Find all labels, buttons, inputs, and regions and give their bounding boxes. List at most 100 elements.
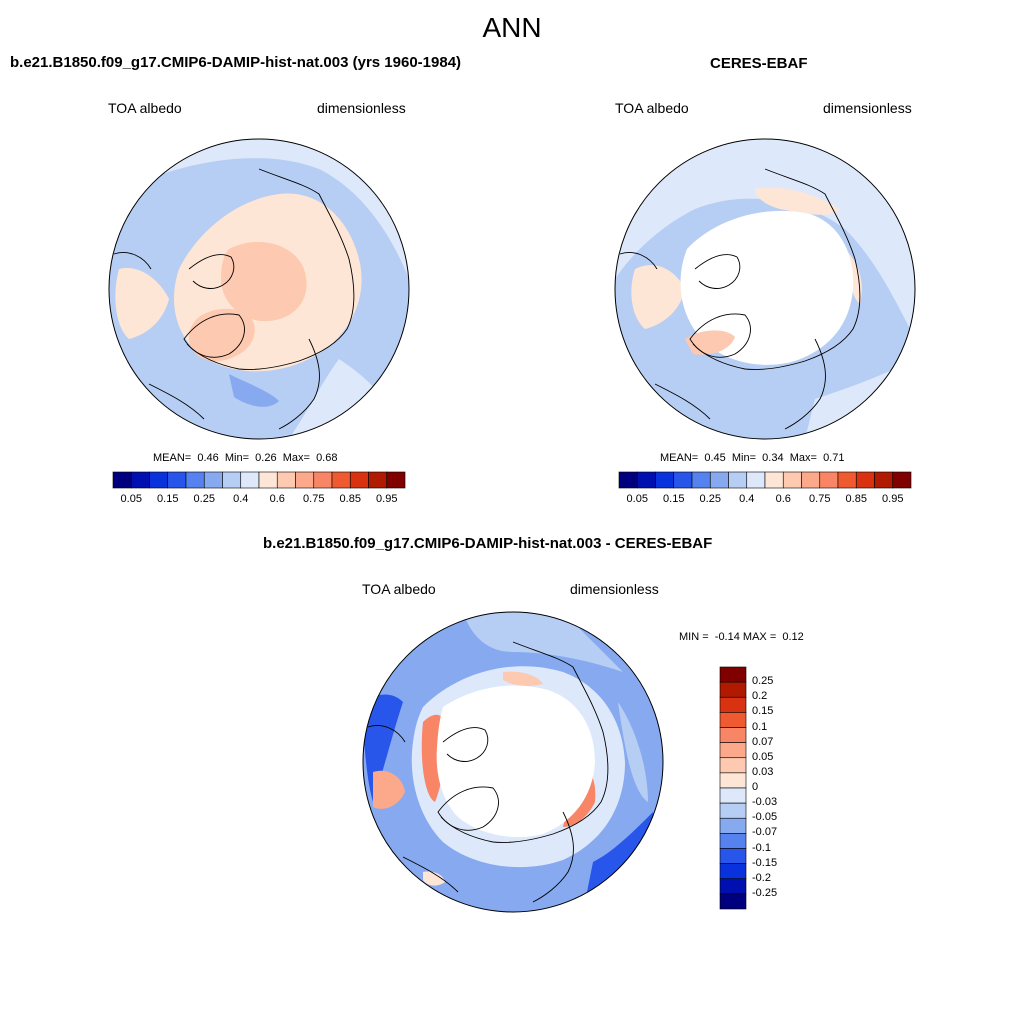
diff-colorbar-tick: -0.07	[752, 826, 778, 839]
obs-colorbar-tick: 0.85	[845, 493, 867, 505]
diff-colorbar-swatch	[719, 696, 747, 713]
obs-colorbar-tick: 0.6	[775, 493, 791, 505]
obs-polar-map	[614, 138, 916, 440]
model-colorbar-tick: 0.15	[157, 493, 179, 505]
diff-colorbar-swatch	[719, 893, 747, 910]
obs-colorbar-swatch	[892, 471, 912, 489]
obs-colorbar-tick: 0.95	[882, 493, 904, 505]
model-units-label: dimensionless	[317, 100, 406, 116]
diff-colorbar	[719, 666, 747, 910]
diff-colorbar-swatch	[719, 817, 747, 834]
diff-colorbar-tick: -0.25	[752, 886, 778, 899]
obs-colorbar-tick: 0.4	[739, 493, 755, 505]
obs-panel-title: CERES-EBAF	[710, 55, 808, 72]
model-colorbar-swatch	[112, 471, 132, 489]
diff-colorbar-swatch	[719, 772, 747, 789]
model-colorbar-tick: 0.95	[376, 493, 398, 505]
model-variable-label: TOA albedo	[108, 100, 182, 116]
model-panel-title: b.e21.B1850.f09_g17.CMIP6-DAMIP-hist-nat…	[10, 54, 462, 71]
diff-colorbar-swatch	[719, 712, 747, 728]
diff-colorbar-tick: 0.1	[752, 720, 768, 733]
diff-colorbar-tick: -0.2	[752, 871, 771, 884]
model-colorbar-swatch	[167, 471, 187, 489]
diff-colorbar-swatch	[719, 833, 747, 849]
obs-colorbar-swatch	[801, 471, 821, 489]
diff-colorbar-tick: 0.05	[752, 750, 774, 763]
obs-colorbar-swatch	[746, 471, 766, 489]
diff-colorbar-tick: -0.05	[752, 811, 778, 824]
obs-colorbar-swatch	[819, 471, 839, 489]
obs-colorbar-swatch	[782, 471, 802, 489]
obs-stats: MEAN= 0.45 Min= 0.34 Max= 0.71	[660, 452, 845, 464]
model-colorbar-tick: 0.4	[233, 493, 249, 505]
diff-colorbar-tick: 0.03	[752, 765, 774, 778]
diff-colorbar-swatch	[719, 848, 747, 864]
model-stats: MEAN= 0.46 Min= 0.26 Max= 0.68	[153, 452, 338, 464]
model-colorbar-swatch	[276, 471, 296, 489]
model-colorbar-tick: 0.05	[120, 493, 142, 505]
obs-colorbar-tick: 0.15	[663, 493, 685, 505]
diff-colorbar-swatch	[719, 727, 747, 743]
obs-colorbar-swatch	[764, 471, 784, 489]
obs-colorbar	[618, 471, 912, 489]
diff-polar-map	[362, 611, 664, 913]
diff-colorbar-swatch	[719, 681, 747, 698]
diff-stats: MIN = -0.14 MAX = 0.12	[679, 631, 804, 643]
figure-title: ANN	[482, 12, 542, 43]
model-colorbar-swatch	[222, 471, 242, 489]
obs-colorbar-tick: 0.75	[809, 493, 831, 505]
diff-colorbar-swatch	[719, 787, 747, 804]
model-colorbar	[112, 471, 406, 489]
obs-colorbar-swatch	[837, 471, 857, 489]
model-colorbar-swatch	[185, 471, 205, 489]
model-colorbar-swatch	[295, 471, 315, 489]
model-colorbar-swatch	[130, 471, 150, 489]
obs-colorbar-swatch	[673, 471, 693, 489]
model-colorbar-swatch	[386, 471, 406, 489]
diff-colorbar-tick: -0.15	[752, 856, 778, 869]
obs-colorbar-ticks: 0.05 0.15 0.25 0.4 0.6 0.75 0.85 0.95	[619, 493, 911, 507]
diff-variable-label: TOA albedo	[362, 581, 436, 597]
model-colorbar-swatch	[331, 471, 351, 489]
model-colorbar-swatch	[149, 471, 169, 489]
model-polar-map	[108, 138, 410, 440]
obs-colorbar-swatch	[691, 471, 711, 489]
obs-colorbar-swatch	[655, 471, 675, 489]
obs-colorbar-swatch	[874, 471, 894, 489]
model-colorbar-ticks: 0.05 0.15 0.25 0.4 0.6 0.75 0.85 0.95	[113, 493, 405, 507]
obs-colorbar-tick: 0.25	[699, 493, 721, 505]
obs-colorbar-tick: 0.05	[626, 493, 648, 505]
model-colorbar-tick: 0.75	[303, 493, 325, 505]
diff-colorbar-tick: -0.1	[752, 841, 771, 854]
diff-colorbar-swatch	[719, 802, 747, 819]
diff-colorbar-tick: 0	[752, 781, 759, 793]
model-colorbar-tick: 0.25	[193, 493, 215, 505]
diff-colorbar-ticks: 0.25 0.2 0.15 0.1 0.07 0.05 0.03 0 -0.03 -0.05 -0.…	[752, 667, 812, 909]
model-colorbar-swatch	[313, 471, 333, 489]
model-colorbar-swatch	[349, 471, 369, 489]
diff-colorbar-swatch	[719, 742, 747, 759]
model-colorbar-swatch	[240, 471, 260, 489]
diff-panel-title: b.e21.B1850.f09_g17.CMIP6-DAMIP-hist-nat…	[263, 535, 713, 552]
diff-colorbar-swatch	[719, 666, 747, 683]
diff-colorbar-swatch	[719, 878, 747, 895]
diff-colorbar-swatch	[719, 863, 747, 880]
diff-colorbar-tick: -0.03	[752, 796, 778, 809]
model-colorbar-tick: 0.6	[269, 493, 285, 505]
diff-colorbar-tick: 0.25	[752, 675, 774, 688]
diff-colorbar-tick: 0.15	[752, 705, 774, 718]
obs-colorbar-swatch	[728, 471, 748, 489]
obs-colorbar-swatch	[709, 471, 729, 489]
model-colorbar-tick: 0.85	[339, 493, 361, 505]
obs-variable-label: TOA albedo	[615, 100, 689, 116]
model-colorbar-swatch	[368, 471, 388, 489]
model-colorbar-swatch	[203, 471, 223, 489]
diff-colorbar-tick: 0.2	[752, 690, 768, 703]
obs-units-label: dimensionless	[823, 100, 912, 116]
diff-colorbar-swatch	[719, 757, 747, 774]
diff-units-label: dimensionless	[570, 581, 659, 597]
obs-colorbar-swatch	[855, 471, 875, 489]
obs-colorbar-swatch	[636, 471, 656, 489]
model-colorbar-swatch	[258, 471, 278, 489]
obs-colorbar-swatch	[618, 471, 638, 489]
